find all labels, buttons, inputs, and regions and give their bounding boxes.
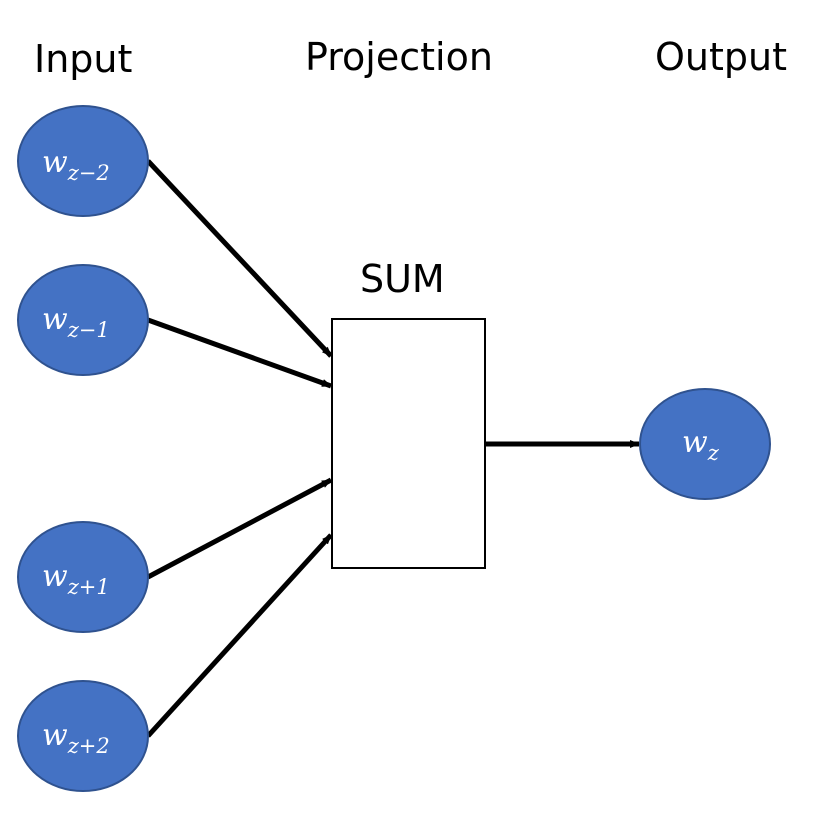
- node-label: wz−1: [42, 302, 110, 342]
- node-ellipse: [17, 105, 149, 217]
- heading-input: Input: [34, 37, 132, 81]
- node-label: wz+1: [42, 559, 110, 599]
- arrow-input-1-to-sum: [146, 159, 333, 358]
- node-label: wz+2: [42, 718, 110, 758]
- node-var: w: [42, 559, 68, 594]
- node-ellipse: [17, 680, 149, 792]
- input-node-2: wz−1: [17, 264, 149, 376]
- heading-projection: Projection: [305, 35, 493, 79]
- output-node: wz: [639, 388, 771, 500]
- node-label: wz: [682, 425, 720, 465]
- sum-box: [331, 318, 486, 569]
- input-node-1: wz−2: [17, 105, 149, 217]
- arrow-input-3-to-sum: [146, 477, 333, 580]
- node-ellipse: [639, 388, 771, 500]
- node-label: wz−2: [42, 145, 110, 185]
- node-var: w: [682, 425, 708, 460]
- node-sub: z−2: [67, 161, 110, 185]
- sum-label: SUM: [360, 257, 445, 301]
- arrows: [146, 159, 640, 738]
- heading-output: Output: [655, 35, 787, 79]
- node-sub: z+1: [67, 575, 110, 599]
- node-ellipse: [17, 521, 149, 633]
- node-var: w: [42, 145, 68, 180]
- input-node-3: wz+1: [17, 521, 149, 633]
- node-var: w: [42, 718, 68, 753]
- node-sub: z−1: [67, 318, 110, 342]
- node-ellipse: [17, 264, 149, 376]
- arrow-input-4-to-sum: [146, 533, 333, 738]
- node-sub: z: [707, 441, 720, 465]
- input-node-4: wz+2: [17, 680, 149, 792]
- arrow-input-2-to-sum: [147, 317, 332, 389]
- node-var: w: [42, 302, 68, 337]
- node-sub: z+2: [67, 734, 110, 758]
